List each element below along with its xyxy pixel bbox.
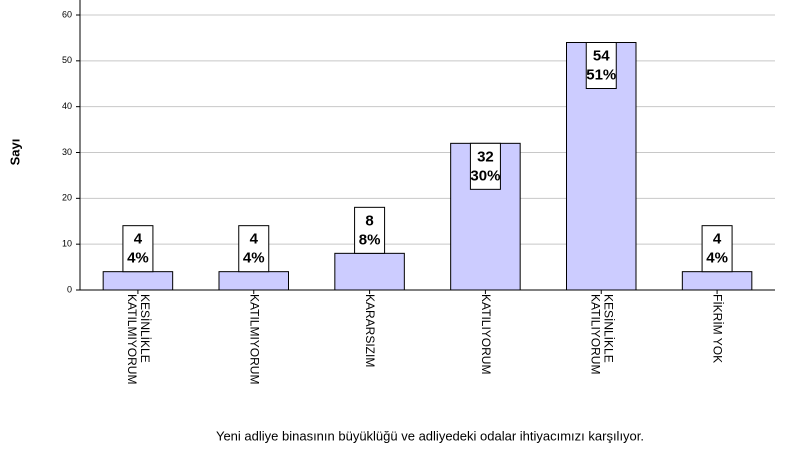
value-label: 4: [250, 231, 259, 248]
bar: [218, 271, 289, 291]
x-tick-label: KESİNLİKLE KATILMIYORUM: [124, 294, 152, 385]
y-tick-label: 50: [62, 55, 72, 65]
x-tick-label: FİKRİM YOK: [710, 294, 725, 364]
percent-label: 8%: [359, 231, 381, 248]
y-tick-label: 60: [62, 9, 72, 19]
x-tick-label: KARARSIZIM: [363, 294, 378, 368]
label-box: [354, 206, 386, 254]
value-label: 8: [365, 212, 373, 229]
percent-label: 30%: [470, 167, 500, 184]
y-tick-label: 40: [62, 101, 72, 111]
label-box: [469, 142, 501, 190]
y-axis-title: Sayı: [7, 139, 22, 166]
bar: [450, 142, 521, 291]
value-label: 4: [134, 231, 143, 248]
x-tick-label: KATILIYORUM: [478, 294, 493, 375]
percent-label: 51%: [586, 66, 616, 83]
bar: [334, 252, 405, 291]
y-tick-label: 20: [62, 193, 72, 203]
y-tick-label: 10: [62, 239, 72, 249]
value-label: 32: [477, 148, 494, 165]
bar: [681, 271, 753, 291]
label-box: [122, 225, 154, 273]
percent-label: 4%: [706, 250, 728, 267]
y-tick-label: 30: [62, 147, 72, 157]
value-label: 54: [593, 47, 610, 64]
bar: [102, 271, 174, 291]
percent-label: 4%: [127, 250, 149, 267]
x-tick-label: KATILMIYORUM: [247, 294, 262, 385]
y-tick-label: 0: [67, 284, 72, 294]
label-box: [585, 42, 617, 89]
x-axis-title: Yeni adliye binasının büyüklüğü ve adliy…: [216, 428, 644, 443]
x-tick-label: KESİNLİKLE KATILIYORUM: [588, 294, 616, 375]
label-box: [238, 225, 270, 273]
percent-label: 4%: [243, 250, 265, 267]
value-label: 4: [713, 231, 722, 248]
label-box: [701, 225, 733, 273]
